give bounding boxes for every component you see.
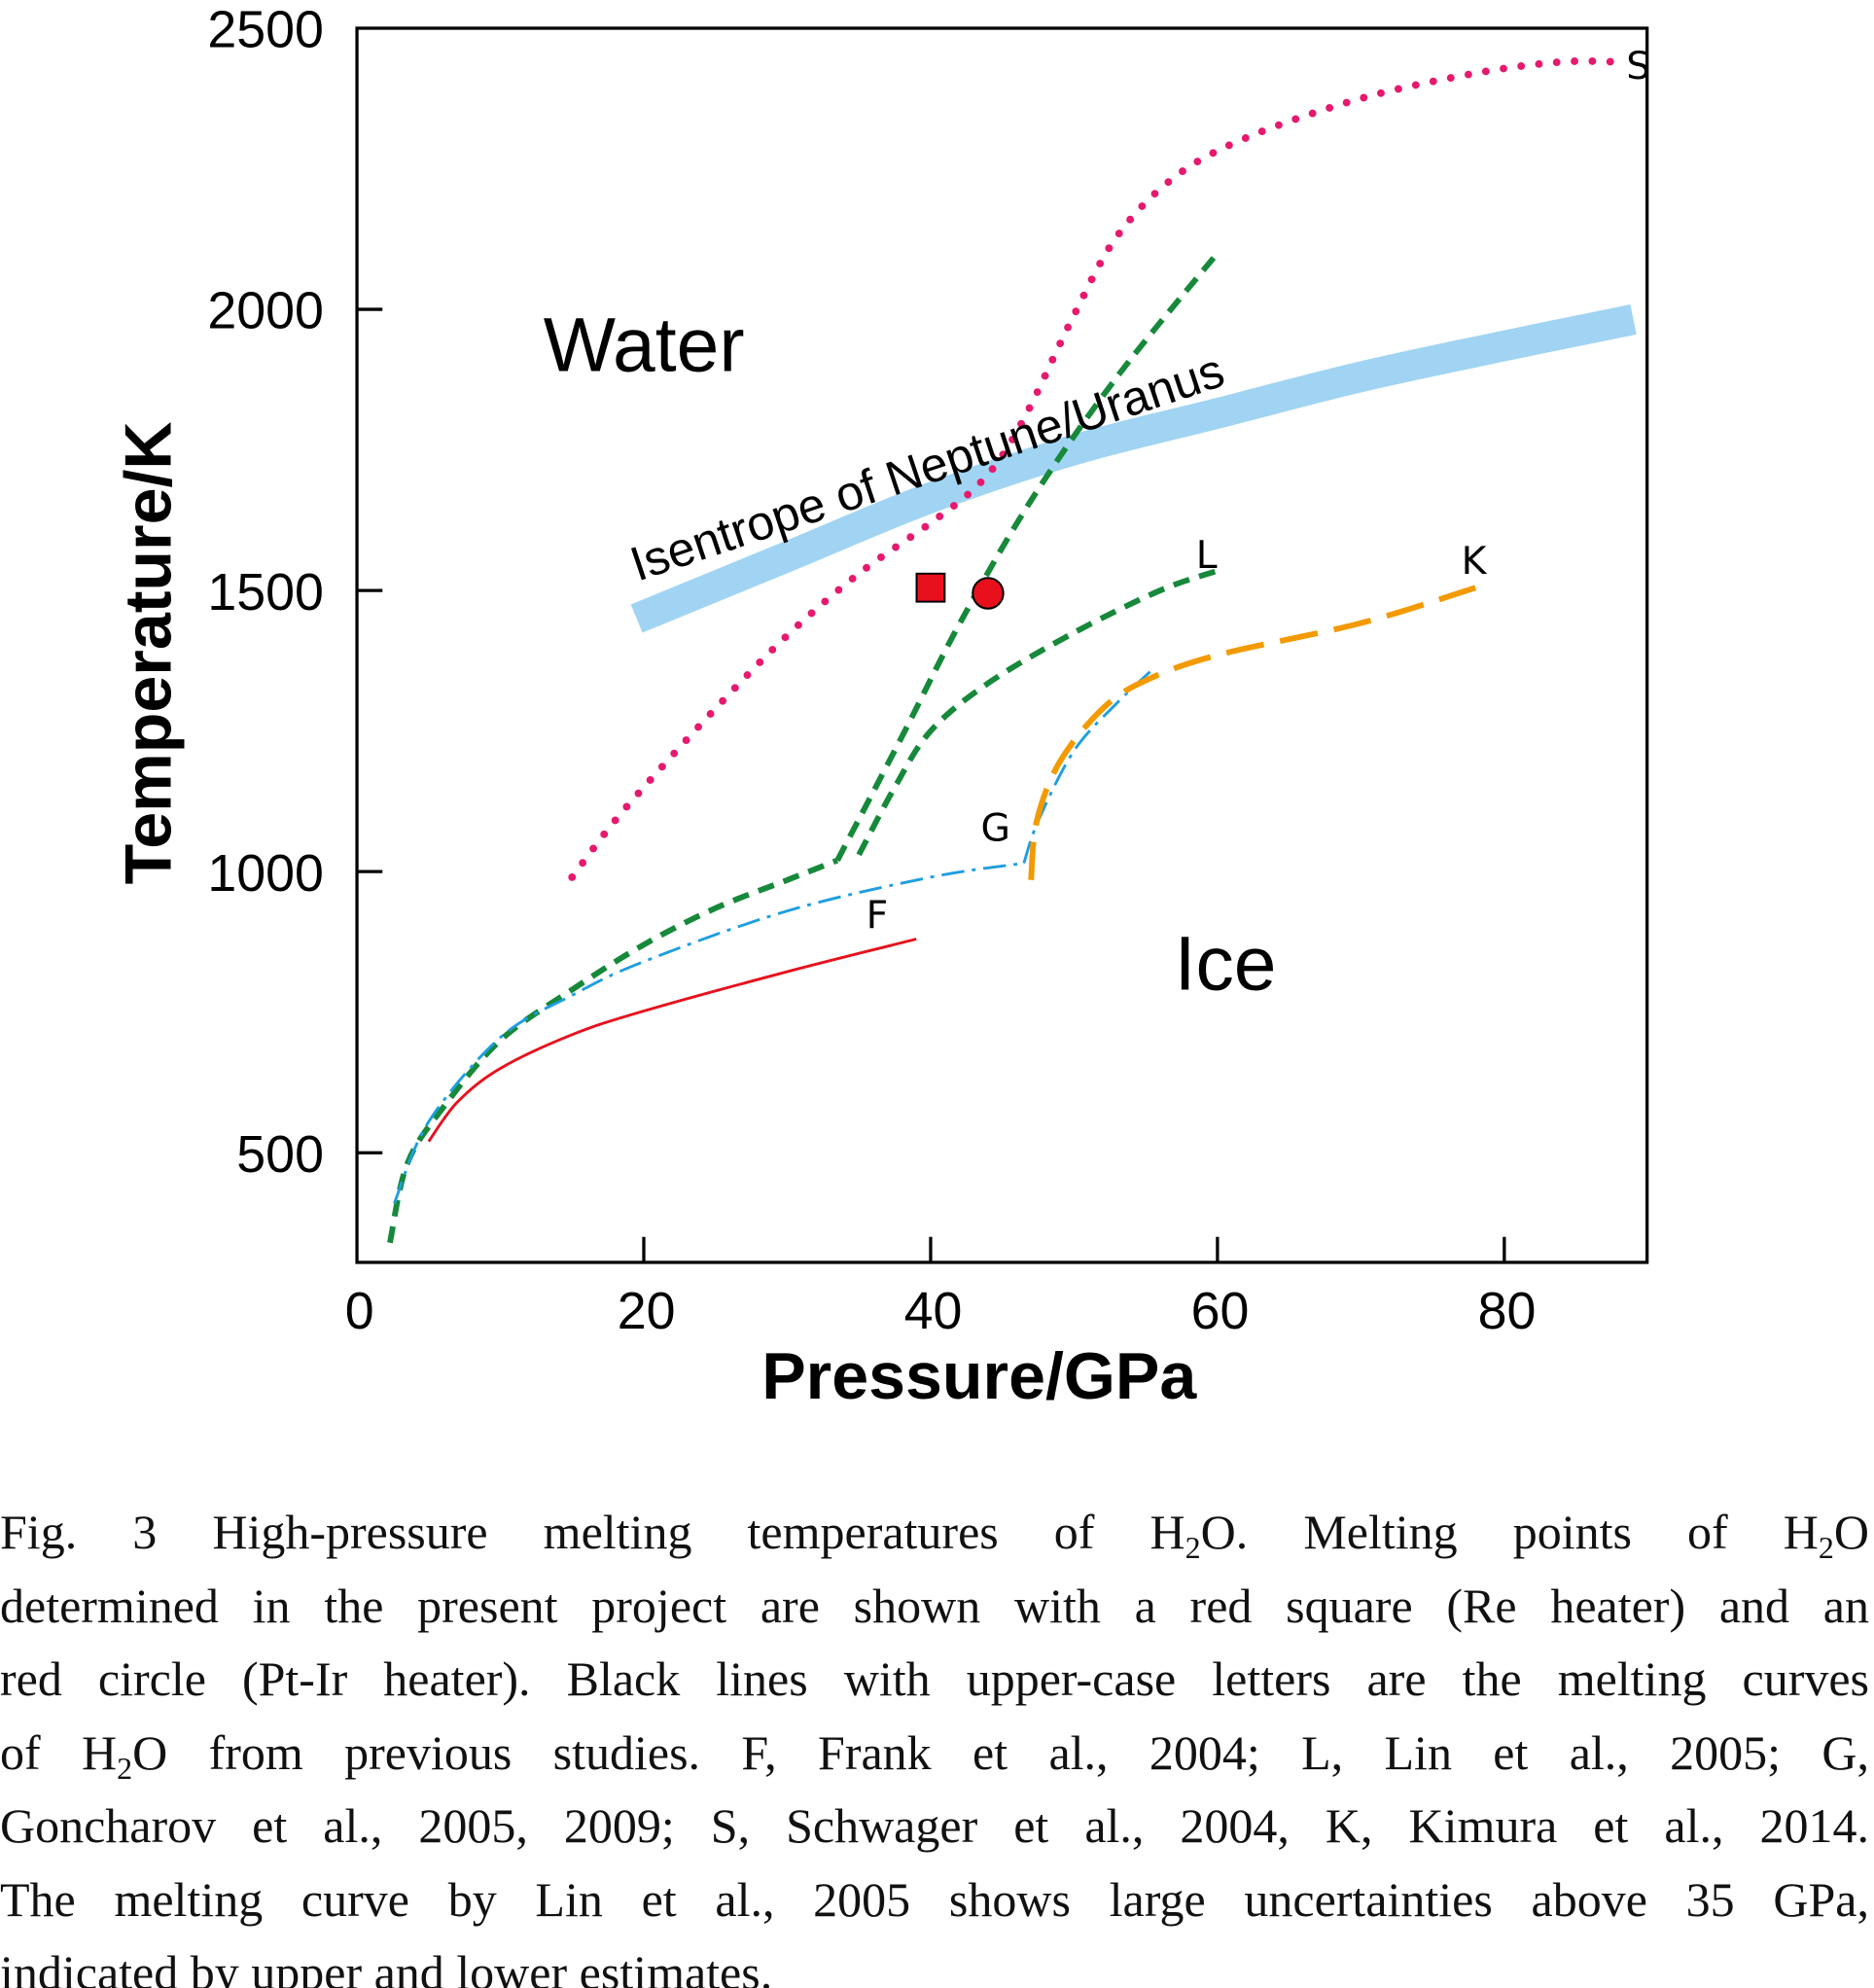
caption-line: indicated by upper and lower estimates. — [0, 1936, 1869, 1988]
marker-circle-pt-ir-heater — [972, 577, 1005, 610]
y-tick-label: 2000 — [207, 282, 324, 340]
curve-l-upper — [387, 857, 839, 1244]
curve-label-l-upper: L — [1196, 534, 1218, 578]
region-label-water: Water — [544, 302, 745, 388]
curve-label-g: G — [981, 806, 1010, 850]
caption-text: indicated by upper and lower estimates. — [0, 1945, 773, 1988]
x-tick-label: 0 — [345, 1282, 374, 1340]
caption-text: O — [1833, 1505, 1869, 1559]
curve-l-upper — [834, 251, 1220, 862]
figure-caption: Fig. 3 High-pressure melting temperature… — [0, 1496, 1869, 1988]
curve-label-f: F — [866, 894, 889, 938]
caption-text: of H — [0, 1724, 118, 1780]
markers-layer — [915, 572, 1005, 610]
isentrope-band — [630, 304, 1637, 633]
caption-text: O from previous studies. F, Frank et al.… — [132, 1724, 1869, 1780]
caption-subscript: 2 — [1818, 1530, 1834, 1565]
caption-line: Fig. 3 High-pressure melting temperature… — [0, 1496, 1869, 1570]
curve-s — [568, 56, 1623, 881]
curve-label-k: K — [1462, 540, 1488, 584]
y-tick-label: 500 — [236, 1125, 324, 1184]
y-axis-title: Temperature/K — [112, 421, 186, 884]
plot-frame — [355, 26, 1649, 1264]
caption-text: determined in the present project are sh… — [0, 1578, 1869, 1633]
caption-text: red circle (Pt-Ir heater). Black lines w… — [0, 1651, 1869, 1706]
y-tick-label: 1000 — [207, 844, 324, 903]
caption-text: O. Melting points of H — [1200, 1505, 1819, 1559]
marker-square-re-heater — [915, 572, 946, 603]
x-tick-label: 40 — [904, 1282, 963, 1340]
caption-text: The melting curve by Lin et al., 2005 sh… — [0, 1871, 1869, 1927]
x-tick-label: 20 — [618, 1282, 676, 1340]
x-tick-label: 80 — [1478, 1282, 1537, 1340]
caption-line: Goncharov et al., 2005, 2009; S, Schwage… — [0, 1790, 1869, 1864]
region-label-ice: Ice — [1175, 921, 1277, 1007]
caption-text: Fig. 3 High-pressure melting temperature… — [0, 1505, 1185, 1559]
caption-line: red circle (Pt-Ir heater). Black lines w… — [0, 1643, 1869, 1717]
caption-line: determined in the present project are sh… — [0, 1570, 1869, 1644]
x-tick-label: 60 — [1191, 1282, 1250, 1340]
caption-subscript: 2 — [117, 1750, 133, 1786]
y-tick-label: 1500 — [207, 563, 324, 621]
curve-l-lower — [856, 568, 1219, 857]
caption-line: of H2O from previous studies. F, Frank e… — [0, 1717, 1869, 1791]
isentrope-layer — [630, 304, 1637, 633]
series-layer — [387, 56, 1623, 1244]
caption-text: Goncharov et al., 2005, 2009; S, Schwage… — [0, 1798, 1869, 1853]
curve-g — [393, 862, 1025, 1204]
x-axis-title: Pressure/GPa — [761, 1339, 1197, 1413]
axes-layer: 0 20 40 60 80 500 1000 1500 2000 2500 — [207, 1, 1536, 1340]
curve-k — [1028, 585, 1477, 881]
caption-subscript: 2 — [1185, 1530, 1201, 1565]
caption-line: The melting curve by Lin et al., 2005 sh… — [0, 1864, 1869, 1937]
curve-f — [427, 938, 917, 1143]
y-tick-label: 2500 — [207, 1, 324, 59]
curve-g — [1022, 667, 1154, 864]
